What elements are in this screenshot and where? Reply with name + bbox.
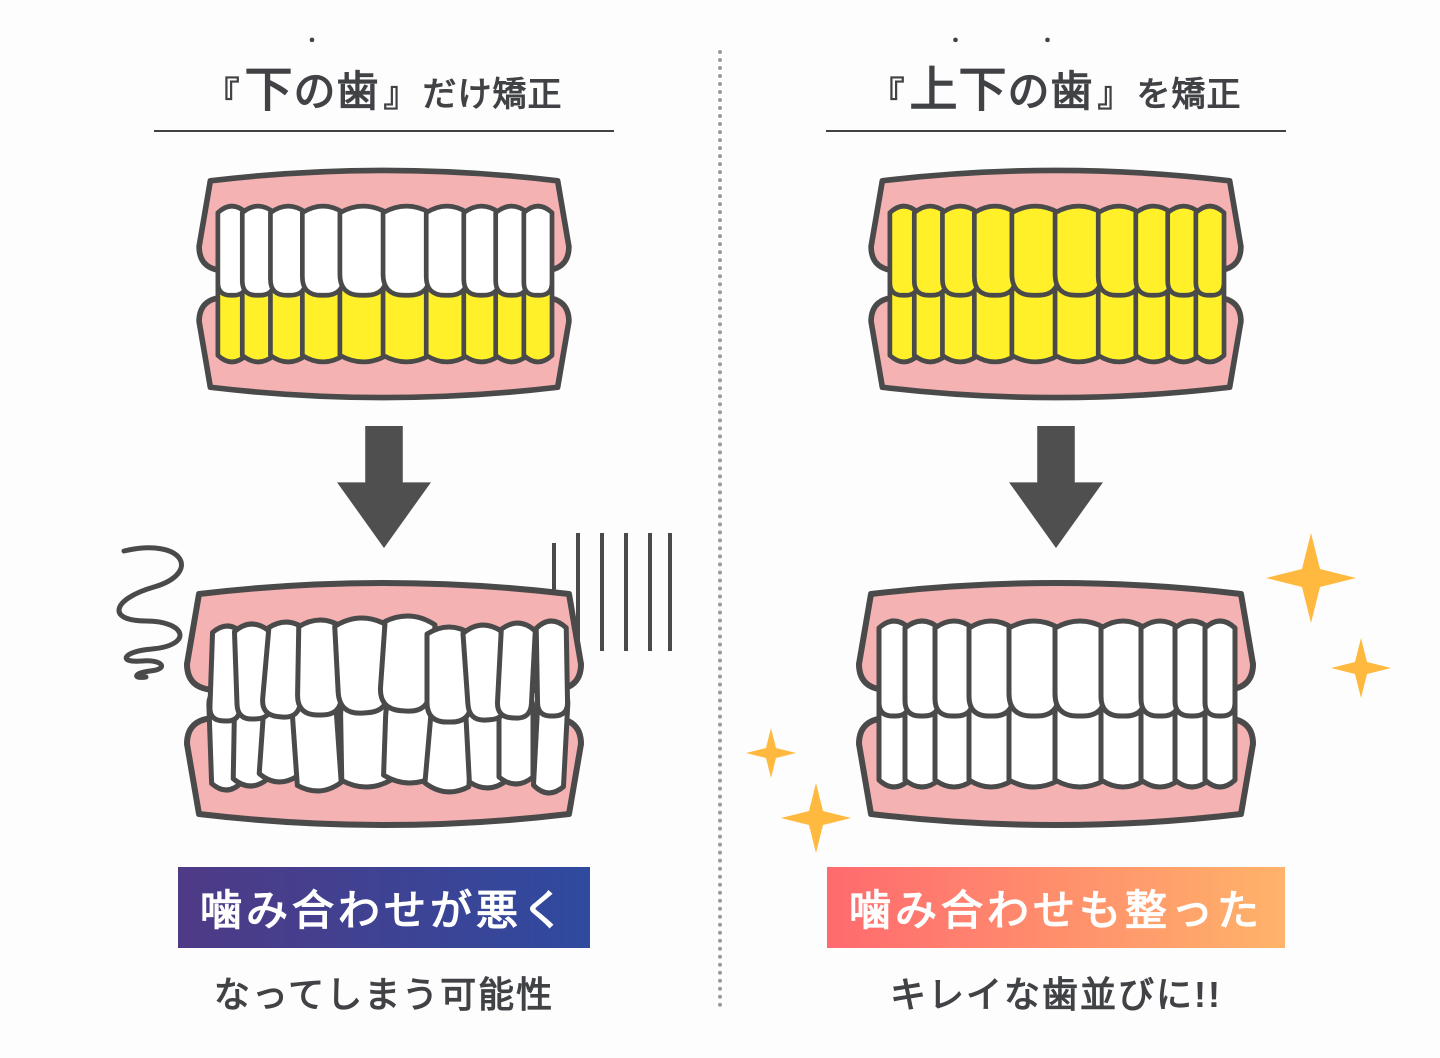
arrow-left: [334, 426, 434, 548]
comparison-container: 『 ・ 下の歯 』 だけ矯正: [0, 0, 1440, 1058]
open-quote: 『: [870, 67, 905, 116]
subtext-left: なってしまう可能性: [214, 966, 554, 1018]
title-emph-right: ・・ 上下の歯: [909, 50, 1093, 120]
title-right: 『 ・・ 上下の歯 』 を矯正: [826, 50, 1286, 132]
close-quote: 』: [384, 67, 419, 116]
badge-left: 噛み合わせが悪く: [178, 867, 590, 948]
title-emph-left: ・ 下の歯: [244, 50, 379, 120]
emph-dots-right: ・・: [909, 32, 1093, 50]
title-rest-left: だけ矯正: [423, 67, 563, 116]
mouth-right-after: [841, 574, 1271, 834]
close-quote: 』: [1098, 67, 1133, 116]
open-quote: 『: [205, 67, 240, 116]
subtext-right: キレイな歯並びに!!: [890, 966, 1222, 1018]
sparkle-icon: [1266, 533, 1356, 623]
emph-dots-left: ・: [244, 32, 379, 50]
title-tail-right: の歯: [1008, 68, 1094, 115]
sparkle-icon: [746, 728, 796, 778]
panel-left: 『 ・ 下の歯 』 だけ矯正: [50, 40, 718, 1018]
mouth-left-after: [169, 574, 599, 834]
mouth-right-before: [841, 162, 1271, 406]
title-tail-left: の歯: [294, 68, 380, 115]
badge-right: 噛み合わせも整った: [827, 867, 1285, 948]
title-rest-right: を矯正: [1137, 67, 1242, 116]
sparkle-icon: [1331, 638, 1391, 698]
title-emph-right-text: 上下: [909, 64, 1007, 117]
panel-right: 『 ・・ 上下の歯 』 を矯正: [722, 40, 1390, 1018]
result-left: [104, 558, 664, 849]
title-emph-left-text: 下: [244, 64, 293, 117]
mouth-left-before: [169, 162, 599, 406]
result-right: [776, 558, 1336, 849]
arrow-right: [1006, 426, 1106, 548]
title-left: 『 ・ 下の歯 』 だけ矯正: [154, 50, 614, 132]
